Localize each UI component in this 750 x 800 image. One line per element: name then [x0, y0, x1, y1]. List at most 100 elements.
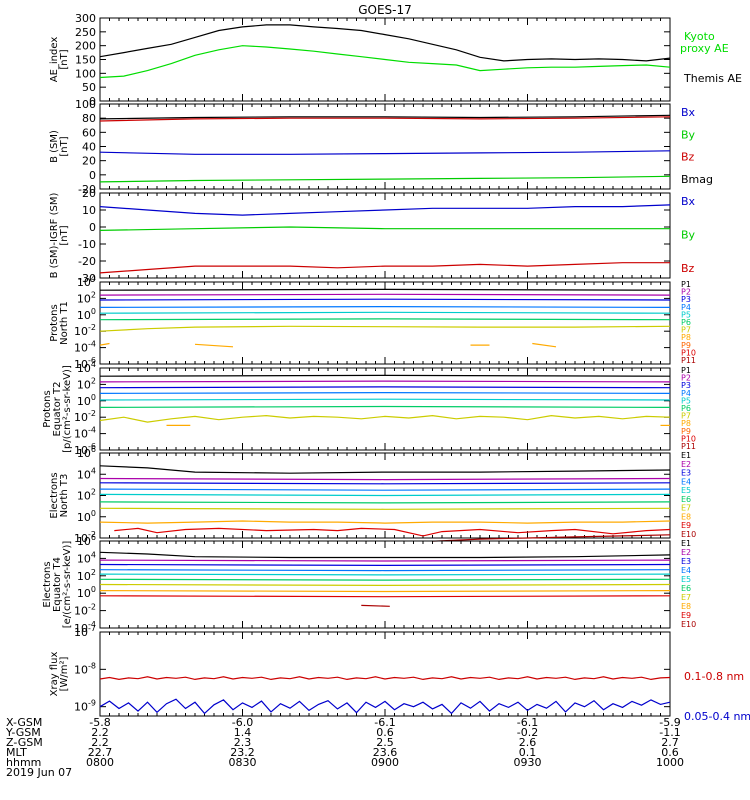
series-line	[99, 45, 671, 79]
series-line	[99, 583, 671, 587]
series-line	[99, 288, 671, 291]
footer-value: 2.6	[519, 736, 537, 749]
footer-row-label: X-GSM	[6, 716, 42, 729]
y-tick-label: -20	[78, 255, 96, 268]
legend-entry: E5	[681, 486, 691, 495]
y-tick-label: 80	[82, 112, 96, 125]
series-line	[194, 343, 234, 348]
series-line	[99, 298, 671, 301]
series-line	[361, 604, 390, 607]
footer-value: 0.1	[519, 746, 537, 759]
panel-xray: 10-9 10-8 10-7 Xray flux [W/m²] 0.1-0.8 nm 0.0…	[49, 624, 750, 723]
legend-entry: P5	[681, 310, 691, 319]
legend-entry: P11	[681, 356, 696, 365]
y-tick-label: 100	[77, 585, 96, 600]
series-line	[99, 595, 671, 598]
series-line	[99, 204, 671, 216]
chart-title: GOES-17	[358, 3, 412, 17]
y-axis-label: Equator T4	[52, 557, 63, 612]
y-axis-label: AE_index	[49, 37, 60, 83]
series-line	[99, 573, 671, 576]
footer-value: 0900	[371, 756, 399, 769]
y-tick-label: 100	[75, 67, 96, 80]
footer-value: -6.0	[232, 716, 253, 729]
footer-value: -5.9	[659, 716, 680, 729]
y-tick-label: 10-2	[74, 409, 96, 424]
y-tick-label: 104	[77, 466, 96, 481]
legend-entry: P7	[681, 326, 691, 335]
y-tick-label: 40	[82, 141, 96, 154]
y-axis-label: North T3	[59, 474, 70, 518]
y-tick-label: 102	[77, 488, 96, 503]
legend-entry: E6	[681, 584, 691, 593]
series-line	[99, 559, 671, 562]
y-tick-label: 0	[89, 95, 96, 108]
footer-value: 23.2	[230, 746, 255, 759]
legend-entry: E5	[681, 575, 691, 584]
legend-entry: E9	[681, 521, 691, 530]
panel-frame	[99, 631, 671, 717]
series-line	[99, 392, 671, 394]
legend-entry: P6	[681, 318, 691, 327]
series-line	[99, 482, 671, 485]
legend-entry: By	[681, 229, 696, 242]
legend-entry: E8	[681, 512, 691, 521]
footer-value: -0.2	[517, 726, 538, 739]
footer-value: -1.1	[659, 726, 680, 739]
footer-row-label: Y-GSM	[5, 726, 41, 739]
panel-bigrf: -30 -20 -10 0 10 20 B (SM)-IGRF (SM) [nT] Bx By Bz	[49, 187, 696, 285]
series-line	[99, 414, 671, 423]
footer-value: 0830	[229, 756, 257, 769]
series-line	[99, 318, 671, 321]
y-tick-label: 0	[89, 169, 96, 182]
y-tick-label: 10-6	[74, 356, 96, 371]
y-tick-label: 104	[77, 550, 96, 565]
y-tick-label: 200	[75, 40, 96, 53]
legend-entry: P9	[681, 341, 691, 350]
panel-frame	[99, 367, 671, 451]
y-tick-label: 10	[82, 204, 96, 217]
y-tick-label: 104	[77, 274, 96, 289]
series-line	[99, 488, 671, 491]
legend-entry: P5	[681, 396, 691, 405]
series-line	[99, 405, 671, 408]
series-line	[99, 501, 671, 504]
y-axis-label: B (SM)-IGRF (SM)	[49, 193, 60, 279]
y-tick-label: 10-9	[74, 699, 96, 714]
y-tick-label: 104	[77, 360, 96, 375]
series-line	[99, 114, 671, 120]
legend-entry: E3	[681, 469, 691, 478]
footer-value: 2.2	[91, 736, 109, 749]
legend-entry: E9	[681, 611, 691, 620]
legend-entry: Bz	[681, 262, 695, 275]
y-axis-label: [W/m²]	[59, 656, 70, 691]
y-axis-label: B (SM)	[49, 130, 60, 163]
y-axis-label: Protons	[49, 304, 60, 341]
footer-value: -6.1	[374, 716, 395, 729]
footer-value: 0800	[86, 756, 114, 769]
y-tick-label: 10-4	[74, 620, 96, 635]
legend-entry: P7	[681, 412, 691, 421]
y-axis-label: Equator T2	[52, 382, 63, 437]
panel-eequator: 10-4 10-2 100 102 104 106 Electrons Equator T4[…	[42, 533, 696, 635]
legend-entry: P1	[681, 280, 691, 289]
series-line	[99, 465, 671, 474]
legend-entry: P8	[681, 333, 691, 342]
series-line	[99, 226, 670, 231]
series-line	[99, 306, 671, 308]
y-tick-label: 102	[77, 568, 96, 583]
series-line	[99, 150, 671, 155]
legend-entry: P1	[681, 366, 691, 375]
legend-entry: P11	[681, 442, 696, 451]
series-line	[99, 380, 671, 383]
footer-value: 1000	[656, 756, 684, 769]
footer-row-label: hhmm	[6, 756, 41, 769]
legend-entry: P4	[681, 389, 691, 398]
y-tick-label: 106	[77, 445, 96, 460]
y-tick-label: 102	[77, 376, 96, 391]
y-tick-label: 106	[77, 533, 96, 548]
